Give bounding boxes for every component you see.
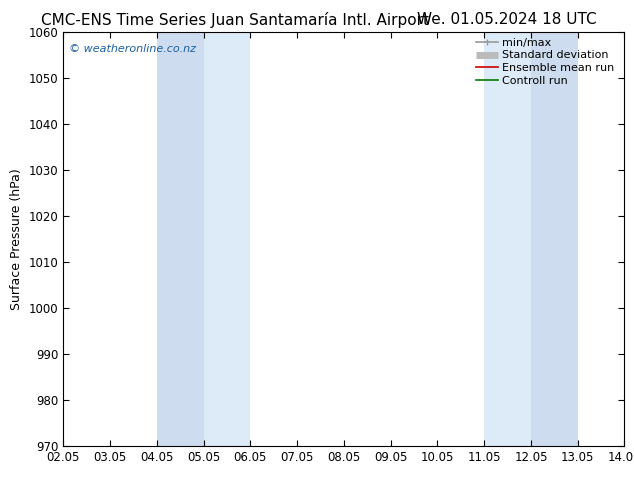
Y-axis label: Surface Pressure (hPa): Surface Pressure (hPa) (10, 168, 23, 310)
Legend: min/max, Standard deviation, Ensemble mean run, Controll run: min/max, Standard deviation, Ensemble me… (471, 33, 619, 91)
Bar (157, 32, 204, 446)
Text: CMC-ENS Time Series Juan Santamaría Intl. Airport: CMC-ENS Time Series Juan Santamaría Intl… (41, 12, 429, 28)
Bar (531, 32, 578, 446)
Bar (204, 32, 250, 446)
Text: © weatheronline.co.nz: © weatheronline.co.nz (69, 44, 196, 54)
Bar (484, 32, 531, 446)
Text: We. 01.05.2024 18 UTC: We. 01.05.2024 18 UTC (417, 12, 597, 27)
